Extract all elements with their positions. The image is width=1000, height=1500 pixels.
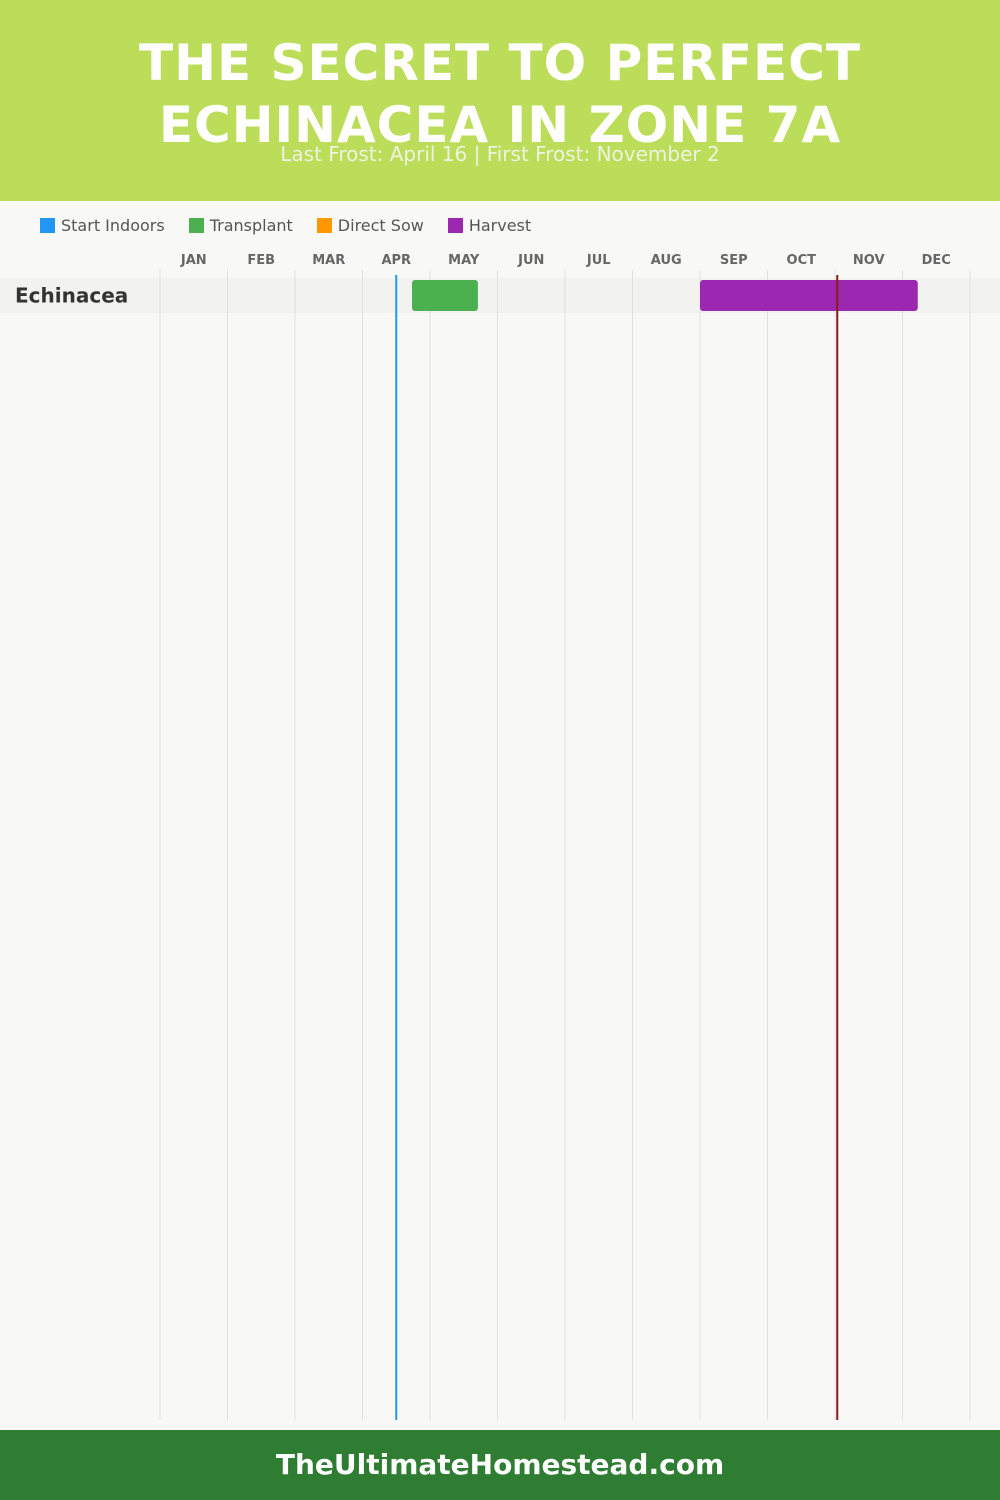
month-label: JUL [586,253,611,268]
month-label: SEP [720,253,748,268]
footer-banner: TheUltimateHomestead.com [0,1430,1000,1500]
month-label: JUN [517,253,544,268]
row-label: Echinacea [15,284,128,308]
month-label: NOV [853,253,885,268]
site-url: TheUltimateHomestead.com [275,1448,725,1481]
frost-dates-subtitle: Last Frost: April 16 | First Frost: Nove… [280,142,720,166]
legend-label-harvest: Harvest [468,215,532,235]
month-label: MAR [312,253,345,268]
month-label: DEC [922,253,951,268]
chart-legend: Start Indoors Transplant Direct Sow Harv… [40,214,531,236]
legend-label-direct-sow: Direct Sow [337,215,424,235]
legend-swatch-harvest [447,217,463,233]
legend-item-transplant: Transplant [188,215,293,235]
month-label: OCT [787,253,817,268]
legend-item-harvest: Harvest [447,215,532,235]
task-bar-transplant [412,280,478,311]
month-label: AUG [651,253,682,268]
month-label: APR [381,253,411,268]
month-label: JAN [180,253,207,268]
legend-label-transplant: Transplant [209,215,293,235]
month-label: MAY [448,253,480,268]
planting-calendar-chart: JAN FEB MAR APR MAY JUN JUL AUG SEP OCT NOV DEC Echi… [0,253,1000,1420]
legend-swatch-start-indoors [40,217,55,233]
legend-swatch-transplant [188,217,204,233]
month-label: FEB [247,253,275,268]
legend-item-start-indoors: Start Indoors [40,216,165,235]
header-banner: THE SECRET TO PERFECT ECHINACEA IN ZONE … [0,0,1000,201]
legend-label-start-indoors: Start Indoors [61,215,165,235]
legend-swatch-direct-sow [316,217,332,233]
task-bar-harvest [700,280,918,311]
legend-item-direct-sow: Direct Sow [316,215,424,235]
page-title: THE SECRET TO PERFECT ECHINACEA IN ZONE … [139,34,861,154]
